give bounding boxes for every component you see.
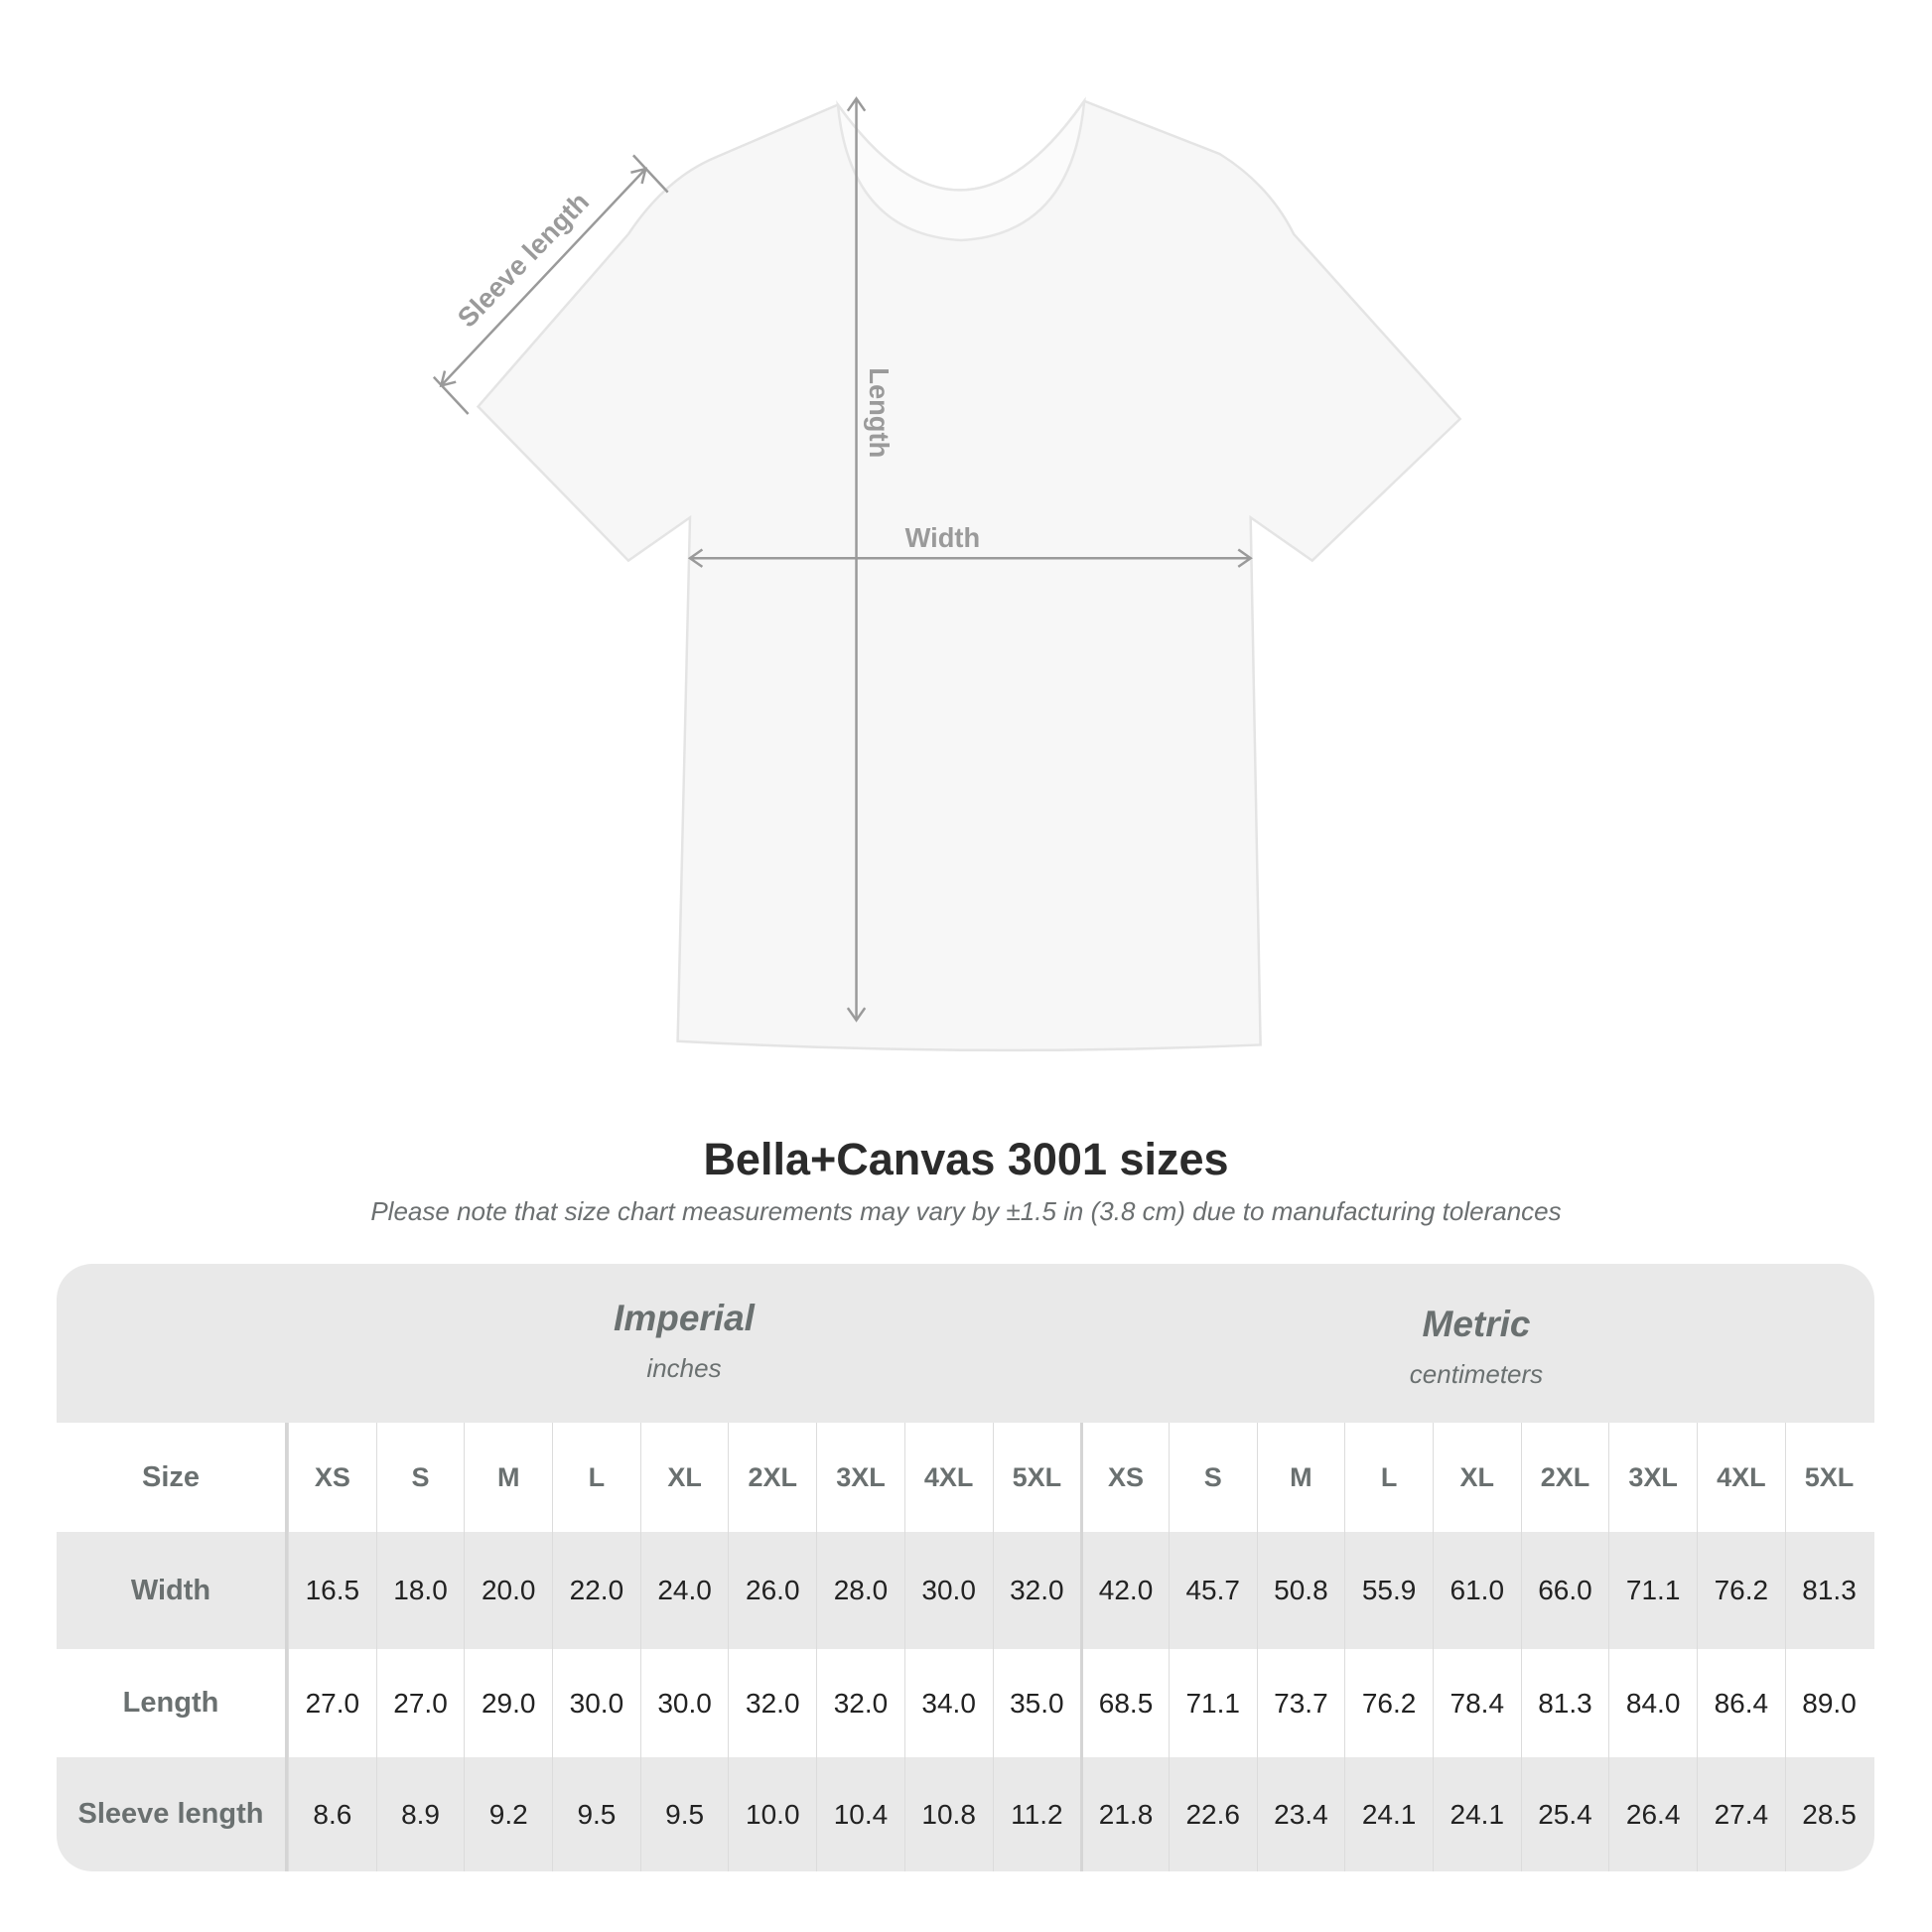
size-table: Imperial inches Metric centimeters Size X… [57, 1264, 1874, 1871]
row-label: Length [57, 1649, 288, 1757]
imperial-value-cell: 18.0 [375, 1532, 465, 1649]
metric-value-cell: 78.4 [1432, 1649, 1521, 1757]
imperial-value-cell: 22.0 [552, 1532, 640, 1649]
metric-value-cell: 73.7 [1256, 1649, 1345, 1757]
imperial-size-4xl: 4XL [903, 1423, 993, 1532]
metric-value-cell: 21.8 [1080, 1757, 1169, 1871]
metric-value-cell: 24.1 [1432, 1757, 1521, 1871]
table-row: Width 16.5 18.0 20.0 22.0 24.0 26.0 28.0 30.0 32.… [57, 1532, 1874, 1649]
imperial-value-cell: 24.0 [639, 1532, 729, 1649]
imperial-value-cell: 16.5 [288, 1532, 376, 1649]
size-header-label: Size [57, 1423, 288, 1532]
imperial-size-m: M [464, 1423, 552, 1532]
imperial-value-cell: 26.0 [728, 1532, 816, 1649]
imperial-size-2xl: 2XL [728, 1423, 816, 1532]
width-label: Width [905, 522, 981, 553]
width-measure-line [687, 548, 1253, 568]
metric-header: Metric centimeters [1080, 1304, 1872, 1390]
imperial-value-cell: 8.6 [288, 1757, 376, 1871]
table-row: Sleeve length 8.6 8.9 9.2 9.5 9.5 10.0 10.4 10.8… [57, 1757, 1874, 1871]
metric-value-cell: 50.8 [1256, 1532, 1345, 1649]
imperial-value-cell: 20.0 [464, 1532, 552, 1649]
imperial-size-xs: XS [288, 1423, 376, 1532]
metric-value-cell: 25.4 [1520, 1757, 1609, 1871]
imperial-unit: inches [646, 1353, 722, 1383]
metric-value-cell: 61.0 [1432, 1532, 1521, 1649]
imperial-header: Imperial inches [288, 1298, 1080, 1384]
size-row: Size XS S M L XL 2XL 3XL 4XL 5XL XS S M L XL 2XL 3XL 4XL 5… [57, 1423, 1874, 1532]
metric-value-cell: 84.0 [1608, 1649, 1697, 1757]
imperial-value-cell: 10.4 [816, 1757, 904, 1871]
imperial-value-cell: 9.2 [464, 1757, 552, 1871]
imperial-size-5xl: 5XL [992, 1423, 1081, 1532]
metric-value-cell: 81.3 [1784, 1532, 1873, 1649]
metric-size-m: M [1256, 1423, 1345, 1532]
imperial-value-cell: 10.0 [728, 1757, 816, 1871]
metric-value-cell: 76.2 [1697, 1532, 1785, 1649]
metric-size-4xl: 4XL [1697, 1423, 1785, 1532]
metric-value-cell: 86.4 [1697, 1649, 1785, 1757]
sleeve-measure-line [432, 154, 669, 415]
tolerance-note: Please note that size chart measurements… [370, 1196, 1562, 1226]
metric-value-cell: 55.9 [1344, 1532, 1433, 1649]
table-row: Length 27.0 27.0 29.0 30.0 30.0 32.0 32.0 34.0 35… [57, 1649, 1874, 1757]
row-label: Width [57, 1532, 288, 1649]
length-label: Length [864, 367, 895, 458]
imperial-value-cell: 9.5 [552, 1757, 640, 1871]
metric-value-cell: 23.4 [1256, 1757, 1345, 1871]
metric-size-3xl: 3XL [1608, 1423, 1697, 1532]
imperial-value-cell: 30.0 [903, 1532, 993, 1649]
metric-value-cell: 28.5 [1784, 1757, 1873, 1871]
metric-size-s: S [1168, 1423, 1257, 1532]
imperial-value-cell: 29.0 [464, 1649, 552, 1757]
metric-size-xs: XS [1080, 1423, 1169, 1532]
imperial-value-cell: 30.0 [552, 1649, 640, 1757]
metric-value-cell: 66.0 [1520, 1532, 1609, 1649]
metric-value-cell: 71.1 [1168, 1649, 1257, 1757]
collar [836, 96, 1086, 242]
imperial-size-s: S [375, 1423, 465, 1532]
metric-value-cell: 26.4 [1608, 1757, 1697, 1871]
imperial-value-cell: 27.0 [375, 1649, 465, 1757]
imperial-value-cell: 9.5 [639, 1757, 729, 1871]
imperial-value-cell: 8.9 [375, 1757, 465, 1871]
metric-title: Metric [1422, 1304, 1531, 1344]
metric-unit: centimeters [1409, 1359, 1544, 1389]
metric-size-2xl: 2XL [1520, 1423, 1609, 1532]
imperial-value-cell: 11.2 [992, 1757, 1081, 1871]
imperial-title: Imperial [614, 1298, 755, 1338]
imperial-value-cell: 35.0 [992, 1649, 1081, 1757]
metric-value-cell: 81.3 [1520, 1649, 1609, 1757]
metric-value-cell: 71.1 [1608, 1532, 1697, 1649]
imperial-value-cell: 27.0 [288, 1649, 376, 1757]
imperial-size-l: L [552, 1423, 640, 1532]
metric-value-cell: 42.0 [1080, 1532, 1169, 1649]
page-title: Bella+Canvas 3001 sizes [703, 1134, 1229, 1184]
metric-value-cell: 68.5 [1080, 1649, 1169, 1757]
metric-size-xl: XL [1432, 1423, 1521, 1532]
imperial-size-3xl: 3XL [816, 1423, 904, 1532]
metric-size-5xl: 5XL [1784, 1423, 1873, 1532]
imperial-value-cell: 30.0 [639, 1649, 729, 1757]
imperial-value-cell: 10.8 [903, 1757, 993, 1871]
metric-value-cell: 24.1 [1344, 1757, 1433, 1871]
metric-value-cell: 76.2 [1344, 1649, 1433, 1757]
metric-value-cell: 45.7 [1168, 1532, 1257, 1649]
metric-size-l: L [1344, 1423, 1433, 1532]
imperial-size-xl: XL [639, 1423, 729, 1532]
metric-value-cell: 22.6 [1168, 1757, 1257, 1871]
imperial-value-cell: 32.0 [816, 1649, 904, 1757]
imperial-value-cell: 34.0 [903, 1649, 993, 1757]
table-header: Imperial inches Metric centimeters [57, 1264, 1874, 1423]
imperial-value-cell: 32.0 [992, 1532, 1081, 1649]
metric-value-cell: 89.0 [1784, 1649, 1873, 1757]
imperial-value-cell: 32.0 [728, 1649, 816, 1757]
tshirt-image [476, 99, 1462, 1052]
metric-value-cell: 27.4 [1697, 1757, 1785, 1871]
row-label: Sleeve length [57, 1757, 288, 1871]
imperial-value-cell: 28.0 [816, 1532, 904, 1649]
